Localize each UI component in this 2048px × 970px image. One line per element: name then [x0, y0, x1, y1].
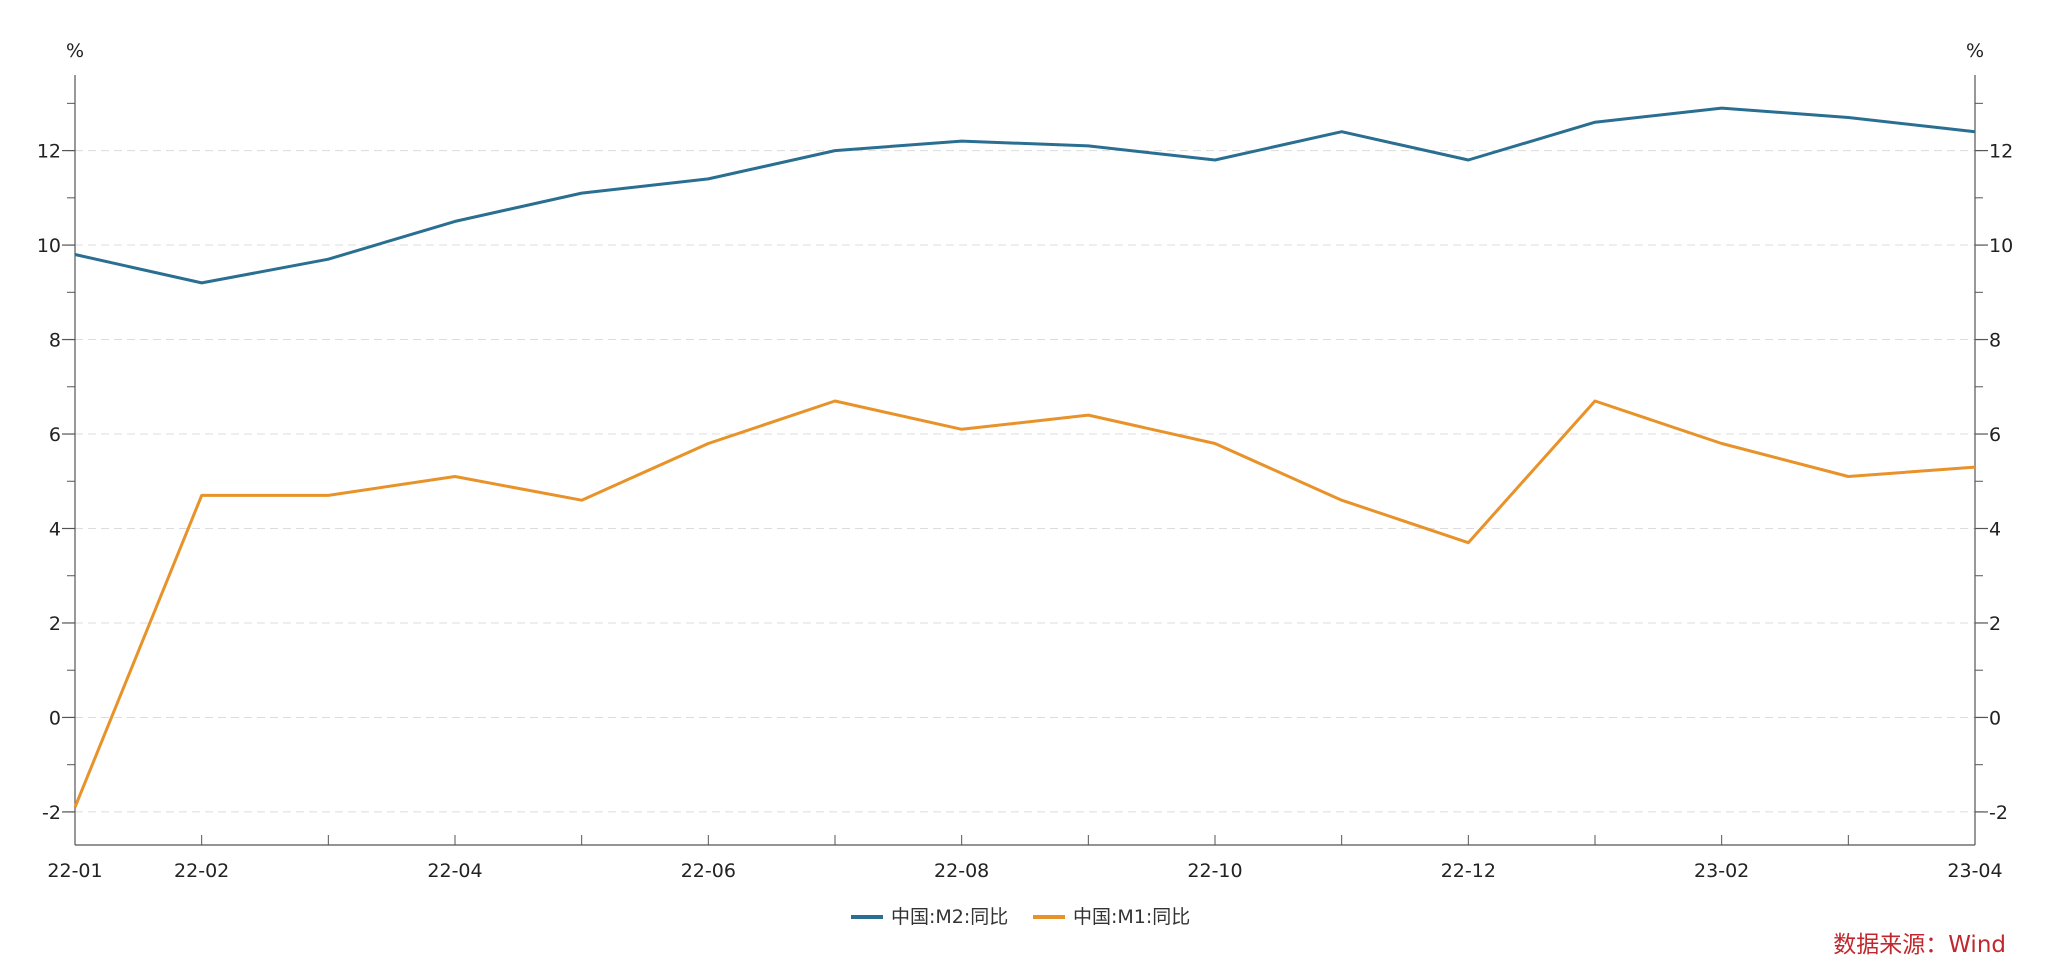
- x-tick-label: 23-04: [1947, 860, 2002, 882]
- x-tick-label: 22-02: [174, 860, 229, 882]
- y-tick-label-left: 4: [49, 518, 61, 540]
- x-tick-label: 23-02: [1694, 860, 1749, 882]
- legend-label-m2: 中国:M2:同比: [891, 906, 1008, 928]
- y-tick-label-left: -2: [42, 802, 61, 824]
- axes: [74, 75, 1976, 846]
- data-source: 数据来源：Wind: [1833, 932, 2006, 958]
- series-line-m2: [74, 106, 1976, 285]
- y-tick-label-left: 12: [37, 141, 61, 163]
- y-tick-label-left: 0: [49, 707, 61, 729]
- y-tick-label-left: 2: [49, 613, 61, 635]
- series-lines: [73, 106, 1976, 808]
- y-tick-label-right: 0: [1989, 707, 2001, 729]
- x-tick-label: 22-12: [1441, 860, 1496, 882]
- series-line-m1: [73, 399, 1976, 808]
- x-tick-label: 22-01: [47, 860, 102, 882]
- x-tick-label: 22-04: [427, 860, 482, 882]
- y-tick-label-left: 6: [49, 424, 61, 446]
- y-tick-label-right: 4: [1989, 518, 2001, 540]
- y-tick-label-right: 6: [1989, 424, 2001, 446]
- y-axis-unit-right: %: [1966, 40, 1984, 62]
- y-tick-label-right: 10: [1989, 235, 2013, 257]
- grid-lines: [75, 150, 1975, 813]
- x-tick-label: 22-10: [1187, 860, 1242, 882]
- y-ticks: -2 -2 0 0 2 2 4 4 6 6 8 8 10 10 12 12: [37, 102, 2013, 824]
- y-tick-label-right: 2: [1989, 613, 2001, 635]
- y-tick-label-right: -2: [1989, 802, 2008, 824]
- y-tick-label-left: 8: [49, 330, 61, 352]
- x-tick-label: 22-06: [681, 860, 736, 882]
- x-tick-label: 22-08: [934, 860, 989, 882]
- legend-label-m1: 中国:M1:同比: [1073, 906, 1190, 928]
- x-ticks: 22-01 22-02 22-04 22-06 22-08 22-10 22-12 23-02…: [47, 835, 2003, 882]
- y-tick-label-left: 10: [37, 235, 61, 257]
- legend: 中国:M2:同比 中国:M1:同比: [851, 906, 1190, 928]
- y-axis-unit-left: %: [66, 40, 84, 62]
- y-tick-label-right: 12: [1989, 141, 2013, 163]
- y-tick-label-right: 8: [1989, 330, 2001, 352]
